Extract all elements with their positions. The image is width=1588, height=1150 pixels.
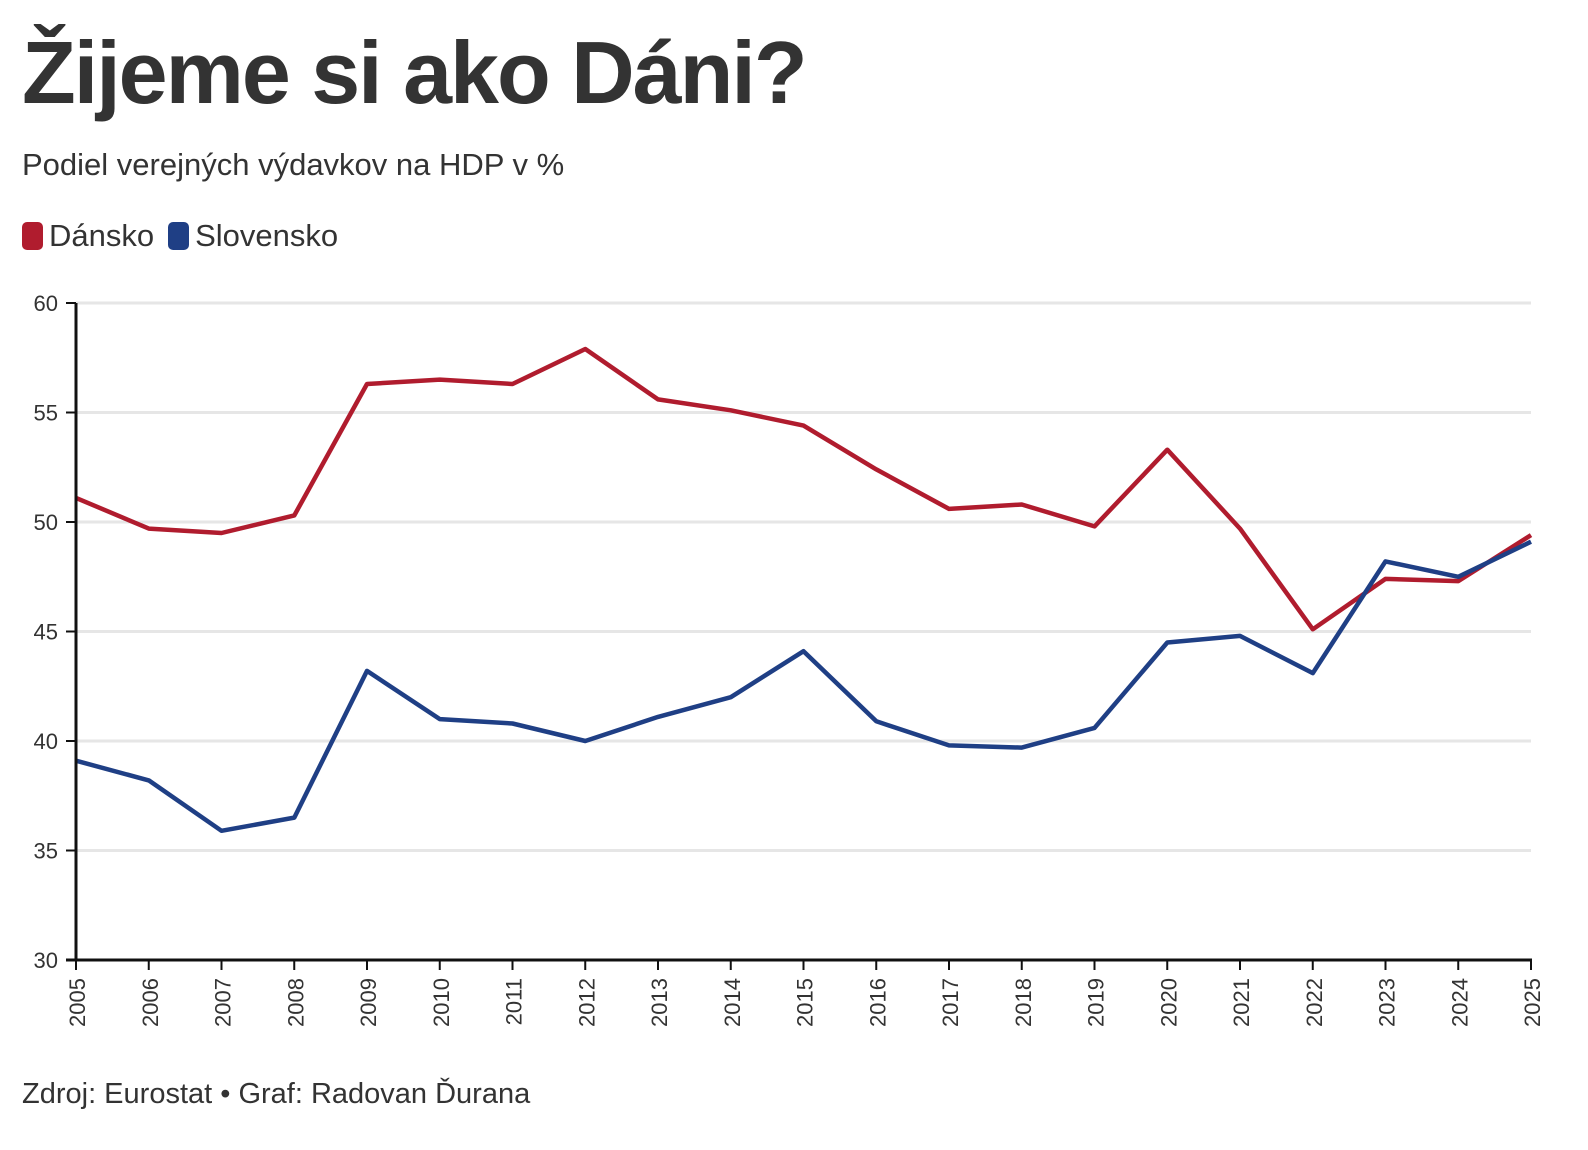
legend-swatch-slovakia [168, 222, 190, 250]
x-tick-label: 2025 [1520, 978, 1545, 1027]
x-tick-label: 2017 [938, 978, 963, 1027]
x-tick-label: 2022 [1302, 978, 1327, 1027]
chart-subtitle: Podiel verejných výdavkov na HDP v % [22, 147, 565, 182]
series-lines [75, 346, 1533, 834]
x-tick-label: 2019 [1084, 978, 1109, 1027]
x-tick-label: 2024 [1447, 978, 1472, 1027]
legend-label-slovakia: Slovensko [195, 218, 339, 253]
y-tick-label: 40 [34, 729, 58, 754]
chart-title: Žijeme si ako Dáni? [22, 23, 808, 122]
x-tick-label: 2014 [720, 978, 745, 1027]
x-tick-label: 2008 [283, 978, 308, 1027]
axes: 30 35 40 45 50 55 60 2005 2006 2007 2008 2009 2010 20… [34, 291, 1545, 1027]
legend-label-danish: Dánsko [49, 218, 155, 253]
x-tick-label: 2011 [502, 978, 527, 1025]
x-tick-label: 2009 [356, 978, 381, 1027]
y-tick-label: 35 [34, 839, 58, 864]
legend-item-slovakia[interactable]: Slovensko [168, 218, 338, 254]
x-tick-label: 2015 [793, 978, 818, 1027]
legend-swatch-danish [22, 222, 43, 250]
x-tick-label: 2021 [1229, 978, 1254, 1027]
y-tick-label: 50 [34, 510, 58, 535]
series-line-slovakia [75, 539, 1532, 834]
legend: Dánsko Slovensko [22, 218, 352, 254]
x-tick-label: 2018 [1011, 978, 1036, 1027]
x-tick-label: 2007 [211, 978, 236, 1027]
y-tick-label: 55 [34, 401, 58, 426]
legend-item-danish[interactable]: Dánsko [22, 218, 154, 254]
x-tick-label: 2023 [1375, 978, 1400, 1027]
x-tick-label: 2006 [138, 978, 163, 1027]
y-tick-label: 30 [34, 948, 58, 973]
x-tick-label: 2013 [647, 978, 672, 1027]
x-tick-label: 2020 [1156, 978, 1181, 1027]
y-tick-label: 60 [34, 291, 58, 316]
source-credit: Zdroj: Eurostat • Graf: Radovan Ďurana [22, 1078, 531, 1110]
series-line-danish [75, 346, 1533, 632]
y-tick-label: 45 [34, 620, 58, 645]
x-tick-label: 2005 [65, 978, 90, 1027]
x-tick-label: 2012 [574, 978, 599, 1027]
x-tick-label: 2016 [865, 978, 890, 1027]
gridlines [76, 301, 1531, 852]
x-tick-label: 2010 [429, 978, 454, 1027]
